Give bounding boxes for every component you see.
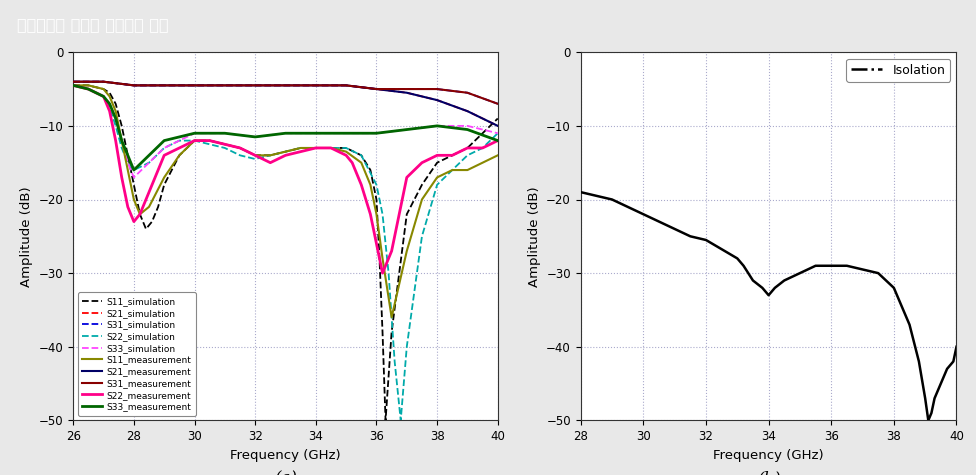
Y-axis label: Amplitude (dB): Amplitude (dB) [528, 186, 541, 286]
Text: (b): (b) [756, 470, 781, 475]
Y-axis label: Amplitude (dB): Amplitude (dB) [20, 186, 33, 286]
X-axis label: Frequency (GHz): Frequency (GHz) [230, 449, 341, 462]
X-axis label: Frequency (GHz): Frequency (GHz) [713, 449, 824, 462]
Text: 전이구조를 활용한 결합기의 성능: 전이구조를 활용한 결합기의 성능 [18, 17, 169, 32]
Text: (a): (a) [274, 470, 297, 475]
Legend: Isolation: Isolation [846, 58, 951, 82]
Legend: S11_simulation, S21_simulation, S31_simulation, S22_simulation, S33_simulation, : S11_simulation, S21_simulation, S31_simu… [78, 293, 196, 416]
